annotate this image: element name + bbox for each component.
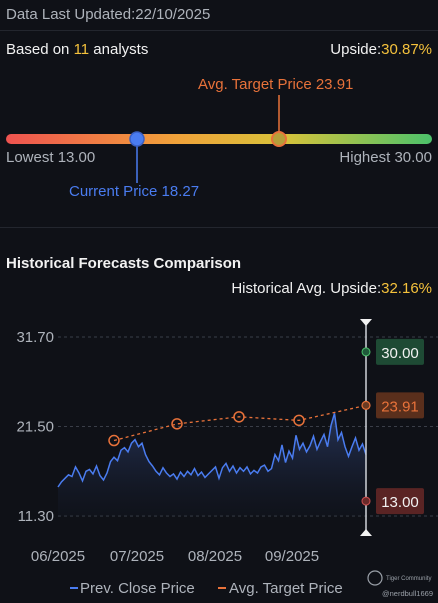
current-price-label: Current Price 18.27 [69, 183, 199, 200]
updated-label: Data Last Updated: [6, 6, 135, 23]
x-tick-label: 07/2025 [110, 548, 164, 565]
avg-target-point [362, 401, 370, 409]
updated-date: 22/10/2025 [135, 6, 210, 23]
x-tick-label: 09/2025 [265, 548, 319, 565]
tiger-logo-icon [368, 571, 382, 585]
avg-target-label: Avg. Target Price 23.91 [198, 76, 353, 93]
historical-forecast-chart: 31.70 21.50 11.30 06/2025 07/2025 08/2025 09/… [0, 310, 438, 603]
y-tick-label: 11.30 [18, 508, 54, 525]
range-bottom-arrow [360, 529, 372, 536]
high-target-point [362, 348, 370, 356]
analyst-count: 11 [74, 41, 90, 58]
historical-upside-label: Historical Avg. Upside: [231, 280, 381, 297]
x-tick-label: 08/2025 [188, 548, 242, 565]
price-range-bar [0, 95, 438, 185]
lowest-label: Lowest 13.00 [6, 149, 95, 166]
current-price-marker[interactable] [130, 132, 144, 146]
low-target-badge-label: 13.00 [381, 494, 419, 511]
x-axis-ticks: 06/2025 07/2025 08/2025 09/2025 [31, 548, 319, 565]
highest-label: Highest 30.00 [339, 149, 432, 166]
upside-value: 30.87% [381, 41, 432, 58]
upside-line: Upside:30.87% [330, 41, 432, 58]
y-tick-label: 31.70 [16, 329, 54, 346]
watermark-user: @nerdbull1669 [382, 589, 433, 598]
y-tick-label: 21.50 [16, 419, 54, 436]
avg-target-badge-label: 23.91 [381, 398, 419, 415]
avg-target-point [109, 436, 119, 446]
based-prefix: Based on [6, 41, 74, 58]
range-gradient [6, 134, 432, 144]
upside-label: Upside: [330, 41, 381, 58]
range-top-arrow [360, 319, 372, 326]
historical-upside-value: 32.16% [381, 280, 432, 297]
chart-legend: Prev. Close Price Avg. Target Price [70, 580, 343, 597]
target-legend-label: Avg. Target Price [229, 580, 343, 597]
y-axis-ticks: 31.70 21.50 11.30 [16, 329, 54, 525]
high-target-badge-label: 30.00 [381, 345, 419, 362]
tiger-community-watermark: Tiger Community [368, 571, 431, 585]
section-divider [0, 227, 438, 228]
x-tick-label: 06/2025 [31, 548, 85, 565]
historical-upside-line: Historical Avg. Upside:32.16% [231, 280, 432, 297]
avg-target-points [109, 412, 304, 446]
data-updated-line: Data Last Updated:22/10/2025 [6, 6, 210, 23]
based-suffix: analysts [89, 41, 148, 58]
close-legend-label: Prev. Close Price [80, 580, 195, 597]
close-price-area [58, 413, 366, 516]
analyst-count-line: Based on 11 analysts [6, 41, 148, 58]
divider [0, 30, 438, 31]
avg-target-marker[interactable] [272, 132, 286, 146]
watermark-brand: Tiger Community [386, 576, 431, 582]
history-title: Historical Forecasts Comparison [6, 255, 241, 272]
forecast-range-marker: 30.00 23.91 13.00 [360, 319, 424, 536]
low-target-point [362, 497, 370, 505]
avg-target-line [114, 405, 366, 440]
